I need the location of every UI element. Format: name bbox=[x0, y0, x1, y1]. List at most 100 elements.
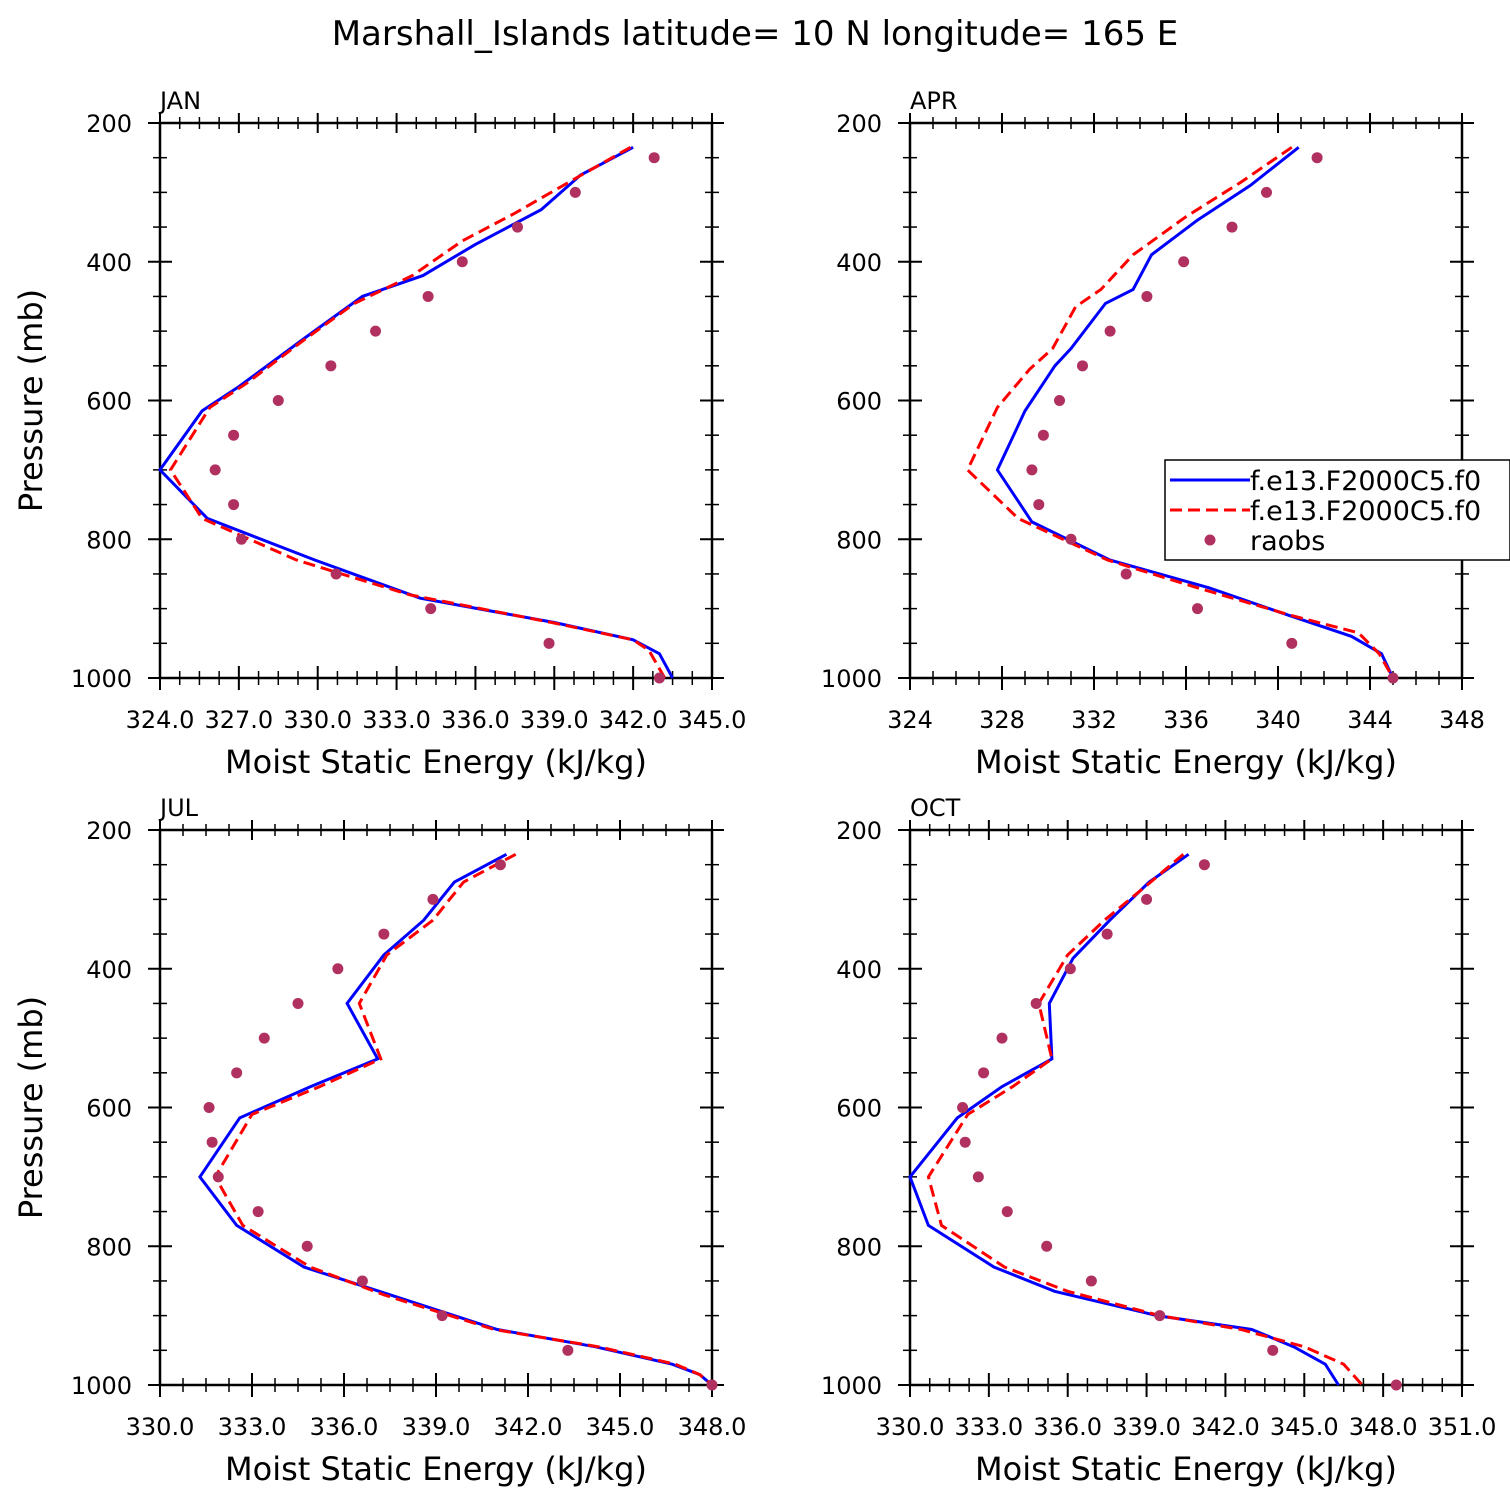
figure-title: Marshall_Islands latitude= 10 N longitud… bbox=[332, 14, 1179, 54]
panel-apr-raobs-point bbox=[1141, 290, 1153, 302]
panel-apr-ytick-label: 800 bbox=[836, 526, 882, 554]
panel-apr-raobs-point bbox=[1192, 603, 1203, 615]
panel-jan-raobs-point bbox=[228, 429, 240, 441]
panel-jul-raobs-point bbox=[231, 1067, 243, 1079]
panel-oct-series-dashed bbox=[926, 853, 1364, 1386]
legend-label-3: raobs bbox=[1250, 526, 1325, 557]
panel-apr-xlabel: Moist Static Energy (kJ/kg) bbox=[975, 743, 1397, 781]
panel-oct-raobs-point bbox=[1041, 1240, 1053, 1252]
panel-jan-label: JAN bbox=[158, 87, 201, 115]
panel-oct-raobs-point bbox=[1154, 1310, 1166, 1322]
panel-jan-xtick-label: 327.0 bbox=[204, 706, 273, 734]
panel-apr-raobs-point bbox=[1065, 533, 1077, 545]
panel-jul-ytick-label: 200 bbox=[86, 817, 132, 845]
panel-jan-raobs-point bbox=[272, 395, 284, 406]
panel-jul-xtick-label: 342.0 bbox=[494, 1413, 563, 1441]
panel-jul-xtick-label: 333.0 bbox=[218, 1413, 287, 1441]
panel-jul-raobs-point bbox=[301, 1240, 313, 1252]
panel-jul-ytick-label: 800 bbox=[86, 1233, 132, 1261]
panel-jan-ytick-label: 400 bbox=[86, 249, 132, 277]
panel-jul-raobs-point bbox=[212, 1171, 224, 1183]
panel-jul-raobs-point bbox=[332, 963, 344, 975]
panel-jul-xlabel: Moist Static Energy (kJ/kg) bbox=[225, 1450, 647, 1488]
panel-jan-raobs-point bbox=[543, 637, 555, 649]
panel-oct-label: OCT bbox=[910, 794, 961, 822]
panel-jan-xtick-label: 339.0 bbox=[520, 706, 589, 734]
panel-oct-raobs-point bbox=[957, 1102, 969, 1113]
panel-jul-raobs-point bbox=[436, 1310, 448, 1322]
panel-apr-raobs-point bbox=[1286, 637, 1298, 649]
panel-apr-raobs-point bbox=[1037, 429, 1049, 441]
panel-jul-ytick-label: 1000 bbox=[71, 1372, 132, 1400]
panel-oct-raobs-point bbox=[1267, 1344, 1279, 1356]
panel-jul: JUL 330.0 333.0 336.0 339.0 342.0 345.0 348.0 20… bbox=[12, 794, 746, 1488]
panel-oct-xtick-label: 348.0 bbox=[1349, 1413, 1418, 1441]
panel-jan-ytick-label: 1000 bbox=[71, 665, 132, 693]
panel-oct-xtick-label: 339.0 bbox=[1112, 1413, 1181, 1441]
panel-jan-raobs-point bbox=[228, 499, 240, 511]
panel-oct-raobs-point bbox=[1030, 997, 1042, 1009]
panel-oct-raobs-point bbox=[1101, 928, 1113, 940]
panel-apr-raobs-point bbox=[1178, 256, 1190, 268]
panel-jul-frame bbox=[158, 828, 714, 1387]
panel-oct-ytick-label: 400 bbox=[836, 956, 882, 984]
panel-oct-ytick-label: 800 bbox=[836, 1233, 882, 1261]
panel-jan-series-dashed bbox=[168, 145, 667, 679]
panel-oct-xtick-label: 345.0 bbox=[1270, 1413, 1339, 1441]
panel-jul-raobs-point bbox=[258, 1032, 270, 1044]
legend-box bbox=[1164, 459, 1510, 561]
panel-jul-raobs-point bbox=[356, 1275, 368, 1287]
panel-jan-xtick-label: 324.0 bbox=[126, 706, 195, 734]
panel-jul-raobs-point bbox=[252, 1206, 264, 1218]
panel-apr-xtick-label: 340 bbox=[1255, 706, 1301, 734]
panel-jan-ytick-label: 200 bbox=[86, 110, 132, 138]
panel-jan-raobs-point bbox=[422, 290, 434, 302]
panel-jan-ytick-label: 800 bbox=[86, 526, 132, 554]
panel-jan-xtick-label: 330.0 bbox=[283, 706, 352, 734]
panel-oct-raobs-point bbox=[1001, 1206, 1013, 1218]
panel-apr-raobs-point bbox=[1261, 186, 1272, 198]
panel-jul-label: JUL bbox=[158, 794, 199, 822]
panel-oct-xtick-label: 330.0 bbox=[876, 1413, 945, 1441]
panel-jan: JAN 324.0 327.0 330.0 333.0 336.0 339.0 342.0 34… bbox=[12, 87, 746, 781]
panel-oct-raobs-point bbox=[1141, 893, 1153, 905]
panel-apr-raobs-point bbox=[1026, 464, 1038, 476]
panel-oct-raobs-point bbox=[978, 1067, 990, 1079]
panel-apr-raobs-point bbox=[1104, 325, 1116, 337]
panel-jul-series-solid bbox=[198, 852, 713, 1387]
panel-apr-raobs-point bbox=[1033, 499, 1045, 511]
panel-jan-ylabel: Pressure (mb) bbox=[12, 289, 50, 512]
panel-jul-ytick-label: 600 bbox=[86, 1095, 132, 1123]
panel-jan-raobs-point bbox=[456, 256, 468, 268]
panel-jan-xtick-label: 333.0 bbox=[362, 706, 431, 734]
panel-apr-series-solid bbox=[995, 146, 1395, 679]
panel-jul-raobs-point bbox=[203, 1102, 215, 1113]
panel-apr-xtick-label: 332 bbox=[1071, 706, 1117, 734]
panel-jan-frame bbox=[158, 121, 714, 680]
panel-jul-ytick-label: 400 bbox=[86, 956, 132, 984]
panel-oct-ytick-label: 200 bbox=[836, 817, 882, 845]
legend-label-1: f.e13.F2000C5.f0 bbox=[1250, 466, 1481, 497]
panel-oct-ytick-label: 600 bbox=[836, 1095, 882, 1123]
panel-apr-raobs-point bbox=[1054, 395, 1065, 406]
panel-apr-xtick-label: 344 bbox=[1347, 706, 1393, 734]
legend-label-2: f.e13.F2000C5.f0 bbox=[1250, 496, 1481, 527]
panel-oct-raobs-point bbox=[972, 1171, 984, 1183]
panel-jul-raobs-point bbox=[292, 997, 304, 1009]
panel-apr-ytick-label: 400 bbox=[836, 249, 882, 277]
panel-apr-ytick-label: 1000 bbox=[821, 665, 882, 693]
panel-apr-series-dashed bbox=[965, 146, 1395, 679]
panel-jul-xtick-label: 348.0 bbox=[678, 1413, 747, 1441]
panel-apr-xtick-label: 328 bbox=[979, 706, 1025, 734]
panel-oct-ytick-label: 1000 bbox=[821, 1372, 882, 1400]
panel-jul-xtick-label: 345.0 bbox=[586, 1413, 655, 1441]
panel-apr-raobs-point bbox=[1077, 360, 1088, 372]
panel-apr-ytick-label: 600 bbox=[836, 388, 882, 416]
panel-oct-raobs-point bbox=[1390, 1379, 1402, 1391]
panel-apr-raobs-point bbox=[1311, 152, 1323, 164]
panel-jan-xtick-label: 342.0 bbox=[599, 706, 668, 734]
panel-jan-raobs-point bbox=[425, 603, 437, 615]
panel-jul-raobs-point bbox=[494, 859, 506, 871]
panel-oct-raobs-point bbox=[1064, 963, 1076, 975]
